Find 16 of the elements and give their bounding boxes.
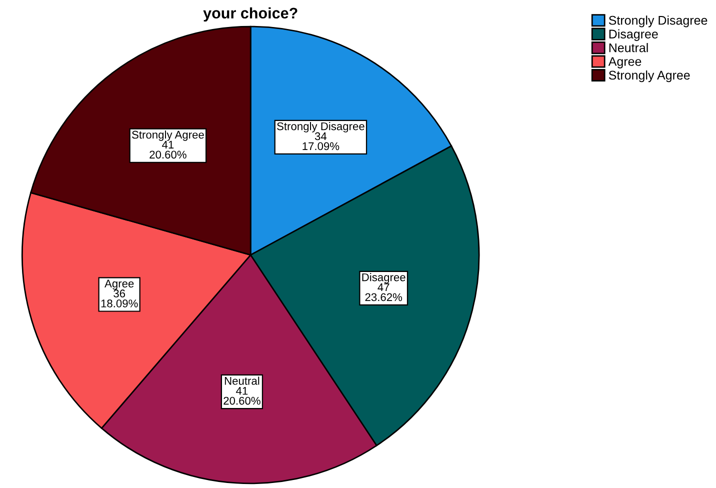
slice-label: Neutral [224,376,260,385]
legend-label: Disagree [609,29,658,41]
data-label: 34 17.09% [302,132,340,150]
data-label: 41 20.60% [150,140,186,159]
data-label: 36 18.09% [101,290,138,308]
legend-label: Agree [608,57,642,68]
data-label: 41 20.60% [224,387,260,405]
slice-label: Disagree [362,273,406,284]
legend-label: Neutral [609,43,648,52]
slice-label: Strongly Agree [132,130,204,141]
legend-label: Strongly Agree [608,70,690,82]
chart-title: your choice? [203,7,298,22]
slice-label: Agree [104,280,134,290]
data-label: 47 23.62% [365,283,402,302]
legend-label: Strongly Disagree [608,16,708,28]
slice-label: Strongly Disagree [277,122,364,132]
